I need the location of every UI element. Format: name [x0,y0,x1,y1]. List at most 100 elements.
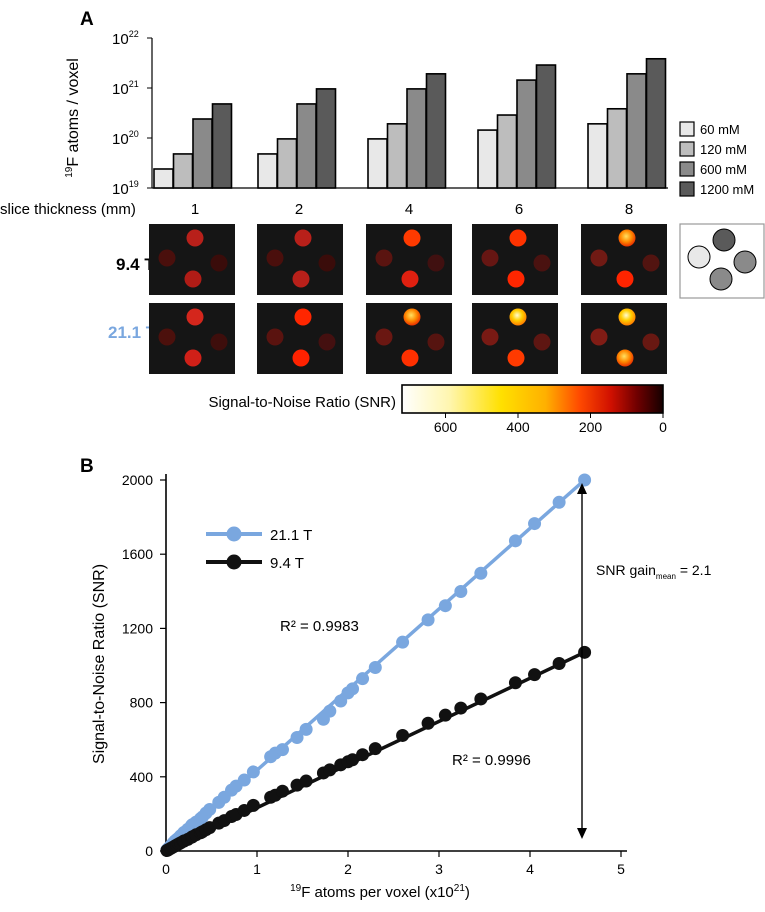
mri-tile [149,224,235,295]
bar-legend-label: 120 mM [700,142,747,157]
bar-x-ticks: 1 2 4 6 8 [191,201,633,218]
bar-y-tick-label: 1019 [112,179,139,198]
scatter-point [421,613,435,627]
scatter-point [508,534,522,548]
mri-tube-signal [401,270,419,288]
bar [516,79,537,189]
bar-y-tick-label: 1022 [112,29,139,48]
scatter-point [578,473,592,487]
scatter-x-tick-label: 4 [526,861,534,877]
mri-tile [149,303,235,374]
scatter-series [160,473,592,857]
scatter-point [508,676,522,690]
mri-tile [472,303,558,374]
scatter-point [246,765,260,779]
bar [386,123,408,189]
scatter-point [396,635,410,649]
scatter-point [356,748,370,762]
bar-x-tick-label: 2 [295,201,303,218]
scatter-point [299,774,313,788]
scatter-x-tick-label: 1 [253,861,261,877]
bar-series [153,57,667,189]
bar-y-tick-label: 1020 [112,129,139,148]
mri-tube-signal [481,328,499,346]
bar-legend-label: 600 mM [700,162,747,177]
bar [367,138,388,189]
scatter-y-tick-label: 0 [145,843,153,859]
scatter-point [323,704,337,718]
scatter-point [368,742,382,756]
mri-tube-signal [158,328,176,346]
bar [606,107,628,189]
mri-tube-signal [401,349,419,367]
scatter-x-axis-title: 19F atoms per voxel (x1021) [290,883,470,901]
bar-legend-swatch [679,121,695,137]
scatter-y-tick-label: 2000 [122,472,153,488]
bar-legend-swatch [679,141,695,157]
scatter-point [237,773,251,787]
scatter-point [356,672,370,686]
mri-tube-signal [184,349,202,367]
mri-tube-signal [509,308,527,326]
scatter-point [368,661,382,675]
mri-tube-signal [210,254,228,272]
mri-tube-signal [642,333,660,351]
bar [535,64,557,189]
scatter-x-tick-label: 2 [344,861,352,877]
scatter-point [552,656,566,670]
bar [192,118,213,189]
mri-tube-signal [427,333,445,351]
scatter-y-tick-label: 400 [130,769,154,785]
mri-tube-signal [507,270,525,288]
scatter-point [246,798,260,812]
panel-b-label: B [80,456,94,477]
scatter-x-tick-label: 3 [435,861,443,877]
snr-gain-arrow [577,483,587,839]
bar [211,103,233,189]
scatter-point [578,645,592,659]
bar [496,114,518,189]
scatter-point [299,722,313,736]
legend-marker-9-4t [226,554,242,570]
bar-legend-label: 60 mM [700,122,740,137]
panel-a-label: A [80,9,94,30]
bar [645,57,667,189]
mri-tube-signal [642,254,660,272]
mri-tile [257,224,343,295]
scatter-point [474,566,488,580]
phantom-key-icon [679,223,765,299]
colorbar-label: Signal-to-Noise Ratio (SNR) [208,394,396,411]
mri-tube-signal [210,333,228,351]
mri-tile [366,224,452,295]
bar [587,123,608,189]
bar-y-tick-label: 1021 [112,79,139,98]
scatter-x-tick-label: 0 [162,861,170,877]
mri-tube-signal [618,229,636,247]
bar [257,153,278,189]
bar [315,88,337,189]
bar-legend-swatch [679,161,695,177]
snr-gain-label: SNR gainmean = 2.1 [596,562,712,581]
scatter-point [346,682,360,696]
mri-tube-signal [533,333,551,351]
mri-tube-signal [375,328,393,346]
mri-tile [581,303,667,374]
mri-tube-signal [375,249,393,267]
r2-label-21-1t: R² = 0.9983 [280,618,359,635]
mri-tube-signal [184,270,202,288]
bar [406,88,427,189]
mri-tube-signal [403,308,421,326]
colorbar-tick-label: 0 [659,419,667,435]
mri-tube-signal [533,254,551,272]
scatter-axes [165,474,627,852]
bar-legend-swatch [679,181,695,197]
bar [296,103,317,189]
mri-tube-signal [618,308,636,326]
mri-tube-signal [318,254,336,272]
mri-tube-signal [292,349,310,367]
bar [153,168,174,189]
bar-x-tick-label: 4 [405,201,413,218]
mri-tube-signal [481,249,499,267]
scatter-y-axis-title: Signal-to-Noise Ratio (SNR) [91,564,108,764]
